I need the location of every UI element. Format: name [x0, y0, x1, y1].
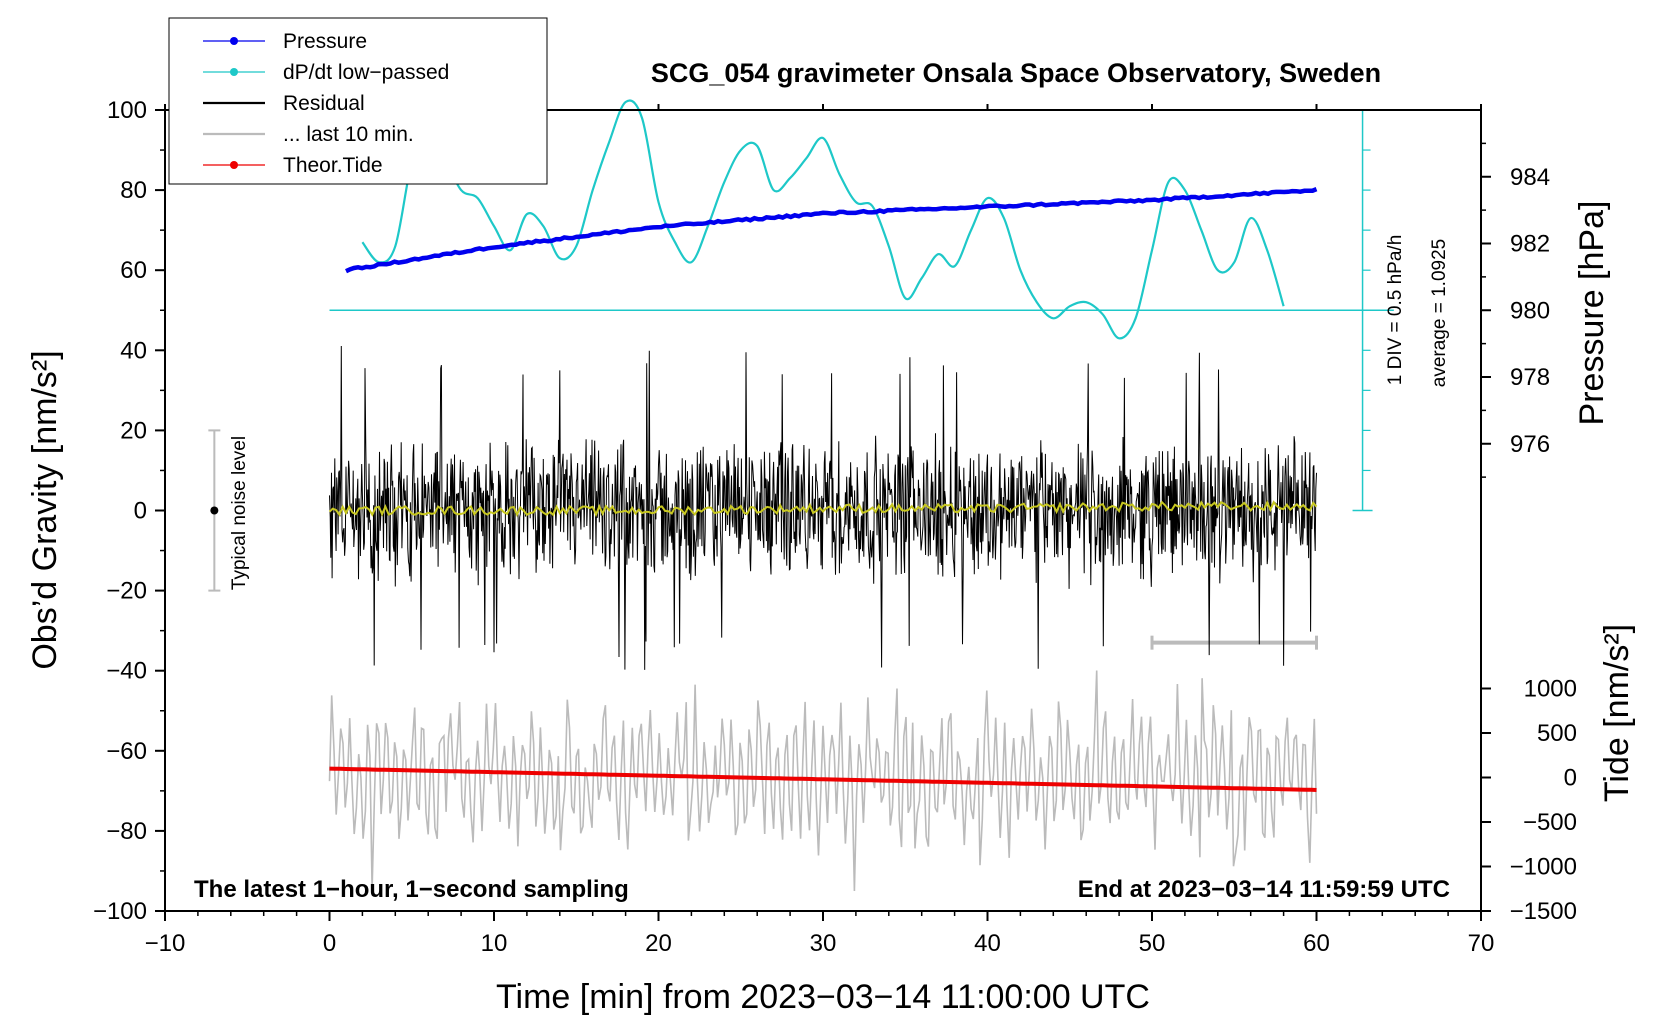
dpdt-average-label: average = 1.0925 — [1429, 239, 1450, 387]
y-axis-title-tide: Tide [nm/s²] — [1598, 624, 1636, 802]
legend-label: Theor.Tide — [283, 154, 383, 177]
y-tick-label: −40 — [106, 658, 147, 685]
tide-tick-label: −1500 — [1510, 898, 1577, 925]
end-time-note: End at 2023−03−14 11:59:59 UTC — [1078, 876, 1450, 903]
y-axis-title-pressure: Pressure [hPa] — [1573, 201, 1611, 426]
legend: Pressure dP/dt low−passed Residual ... last… — [168, 17, 548, 185]
y-tick-label: 20 — [120, 417, 147, 444]
pressure-tick-label: 976 — [1510, 431, 1550, 458]
x-tick-label: 60 — [1303, 930, 1330, 957]
residual-trace — [329, 345, 1317, 670]
tide-tick-label: 1000 — [1524, 676, 1577, 703]
legend-swatch-dot — [230, 68, 238, 76]
x-tick-label: 30 — [810, 930, 837, 957]
x-tick-label: 40 — [974, 930, 1001, 957]
y-tick-label: −60 — [106, 738, 147, 765]
legend-label: ... last 10 min. — [283, 123, 414, 146]
tide-tick-label: −500 — [1523, 809, 1577, 836]
axes-layer: −10 0 10 20 30 40 50 60 70100806040200−20−40−60−… — [93, 97, 1577, 957]
theor-tide-trace — [329, 766, 1317, 792]
legend-box — [168, 17, 548, 185]
y-tick-label: 60 — [120, 257, 147, 284]
y-tick-label: 80 — [120, 177, 147, 204]
legend-label: Residual — [283, 92, 365, 115]
tide-tick-label: 500 — [1537, 720, 1577, 747]
x-axis-title: Time [min] from 2023−03−14 11:00:00 UTC — [496, 978, 1150, 1016]
pressure-trace — [345, 187, 1318, 274]
y-tick-label: 100 — [107, 97, 147, 124]
last-10-min-trace — [328, 670, 1318, 892]
noise-bar-dot — [210, 506, 219, 515]
y-tick-label: 0 — [134, 498, 147, 525]
pressure-tick-label: 984 — [1510, 164, 1550, 191]
data-series-layer — [208, 99, 1394, 892]
x-tick-label: 10 — [481, 930, 508, 957]
legend-swatch-dot — [230, 161, 238, 169]
pressure-tick-label: 982 — [1510, 231, 1550, 258]
y-tick-label: 40 — [120, 337, 147, 364]
residual-smoothed-trace — [328, 500, 1318, 518]
x-tick-label: 0 — [323, 930, 336, 957]
chart-title: SCG_054 gravimeter Onsala Space Observat… — [651, 58, 1381, 88]
pressure-tick-label: 980 — [1510, 297, 1550, 324]
y-tick-label: −100 — [93, 898, 147, 925]
legend-label: dP/dt low−passed — [283, 61, 449, 84]
noise-level-label: Typical noise level — [229, 436, 250, 590]
x-tick-label: −10 — [145, 930, 186, 957]
legend-label: Pressure — [283, 30, 367, 53]
dpdt-scale-label: 1 DIV = 0.5 hPa/h — [1385, 235, 1406, 386]
x-tick-label: 20 — [645, 930, 672, 957]
sampling-note: The latest 1−hour, 1−second sampling — [194, 876, 629, 903]
tide-tick-label: −1000 — [1510, 854, 1577, 881]
legend-swatch-dot — [230, 37, 238, 45]
y-tick-label: −80 — [106, 818, 147, 845]
x-tick-label: 70 — [1468, 930, 1495, 957]
y-tick-label: −20 — [106, 578, 147, 605]
y-axis-title-left: Obs’d Gravity [nm/s²] — [26, 350, 64, 669]
pressure-tick-label: 978 — [1510, 364, 1550, 391]
tide-tick-label: 0 — [1564, 765, 1577, 792]
x-tick-label: 50 — [1139, 930, 1166, 957]
